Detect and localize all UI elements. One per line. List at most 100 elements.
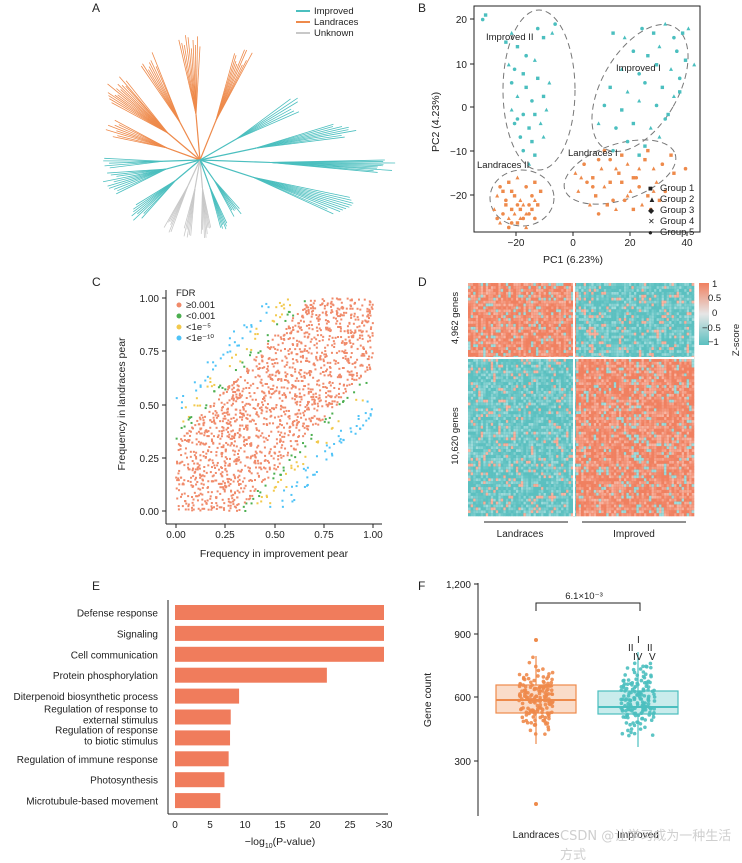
heatmap-cell: [636, 327, 639, 330]
heatmap-cell: [528, 292, 531, 295]
heatmap-cell: [636, 344, 639, 347]
pca-point: [507, 181, 510, 184]
heatmap-cell: [563, 312, 566, 315]
heatmap-cell: [538, 347, 541, 350]
heatmap-cell: [634, 370, 637, 373]
heatmap-cell: [538, 298, 541, 301]
heatmap-cell: [526, 347, 529, 350]
freq-point: [354, 329, 356, 331]
heatmap-cell: [641, 295, 644, 298]
pca-point: [521, 149, 525, 153]
heatmap-cell: [471, 306, 474, 309]
heatmap-cell: [538, 333, 541, 336]
freq-point: [298, 409, 300, 411]
heatmap-cell: [639, 283, 642, 286]
freq-point: [308, 391, 310, 393]
freq-point: [361, 304, 363, 306]
freq-point: [219, 443, 221, 445]
heatmap-cell: [541, 338, 544, 341]
pca-point: [501, 190, 504, 193]
heatmap-cell: [601, 318, 604, 321]
heatmap-cell: [553, 315, 556, 318]
freq-point: [260, 435, 262, 437]
freq-point: [244, 465, 246, 467]
heatmap-cell: [666, 327, 669, 330]
heatmap-cell: [611, 367, 614, 370]
pca-point: [495, 217, 499, 221]
freq-point: [240, 396, 242, 398]
freq-point: [289, 337, 291, 339]
heatmap-cell: [596, 335, 599, 338]
freq-point: [190, 451, 192, 453]
pca-point: [516, 117, 520, 121]
freq-point: [315, 423, 317, 425]
heatmap-cell: [516, 350, 519, 353]
heatmap-cell: [473, 373, 476, 376]
freq-point: [304, 433, 306, 435]
freq-point: [250, 349, 252, 351]
freq-point: [343, 400, 345, 402]
freq-point: [264, 467, 266, 469]
pca-xtick: 0: [570, 238, 576, 249]
freq-point: [359, 428, 361, 430]
freq-point: [240, 487, 242, 489]
freq-point: [238, 450, 240, 452]
heatmap-cell: [601, 365, 604, 368]
freq-point: [176, 498, 178, 500]
freq-point: [247, 425, 249, 427]
heatmap-cell: [614, 359, 617, 362]
freq-point: [270, 416, 272, 418]
heatmap-cell: [621, 303, 624, 306]
heatmap-cell: [649, 362, 652, 365]
freq-xtick: 0.75: [314, 530, 334, 541]
pca-point: [524, 86, 527, 89]
heatmap-cell: [619, 362, 622, 365]
heatmap-cell: [604, 338, 607, 341]
heatmap-cell: [476, 289, 479, 292]
heatmap-cell: [483, 324, 486, 327]
heatmap-cell: [596, 347, 599, 350]
heatmap-cell: [629, 359, 632, 362]
freq-point: [194, 492, 196, 494]
heatmap-cell: [591, 335, 594, 338]
freq-point: [181, 407, 183, 409]
heatmap-cell: [508, 292, 511, 295]
freq-point: [208, 411, 210, 413]
freq-point: [177, 477, 179, 479]
heatmap-cell: [553, 344, 556, 347]
pca-point: [632, 122, 635, 125]
freq-point: [219, 420, 221, 422]
freq-point: [262, 404, 264, 406]
heatmap-cell: [606, 353, 609, 356]
freq-point: [211, 438, 213, 440]
heatmap-cell: [581, 373, 584, 376]
heatmap-cell: [656, 303, 659, 306]
heatmap-cell: [636, 321, 639, 324]
heatmap-cell: [601, 321, 604, 324]
heatmap-cell: [624, 315, 627, 318]
freq-point: [325, 319, 327, 321]
heatmap-cell: [501, 312, 504, 315]
heatmap-cell: [599, 344, 602, 347]
heatmap-cell: [661, 370, 664, 373]
heatmap-cell: [513, 350, 516, 353]
heatmap-cell: [486, 289, 489, 292]
heatmap-cell: [684, 292, 687, 295]
heatmap-cell: [586, 367, 589, 370]
heatmap-cell: [651, 362, 654, 365]
heatmap-cell: [629, 338, 632, 341]
freq-point: [338, 435, 340, 437]
heatmap-cell: [491, 321, 494, 324]
heatmap-cell: [591, 312, 594, 315]
freq-point: [325, 312, 327, 314]
freq-point: [278, 451, 280, 453]
heatmap-cell: [531, 315, 534, 318]
freq-point: [199, 405, 201, 407]
heatmap-cell: [488, 347, 491, 350]
heatmap-cell: [563, 359, 566, 362]
heatmap-cell: [669, 295, 672, 298]
heatmap-cell: [503, 306, 506, 309]
freq-point: [192, 475, 194, 477]
freq-point: [185, 508, 187, 510]
heatmap-cell: [639, 309, 642, 312]
